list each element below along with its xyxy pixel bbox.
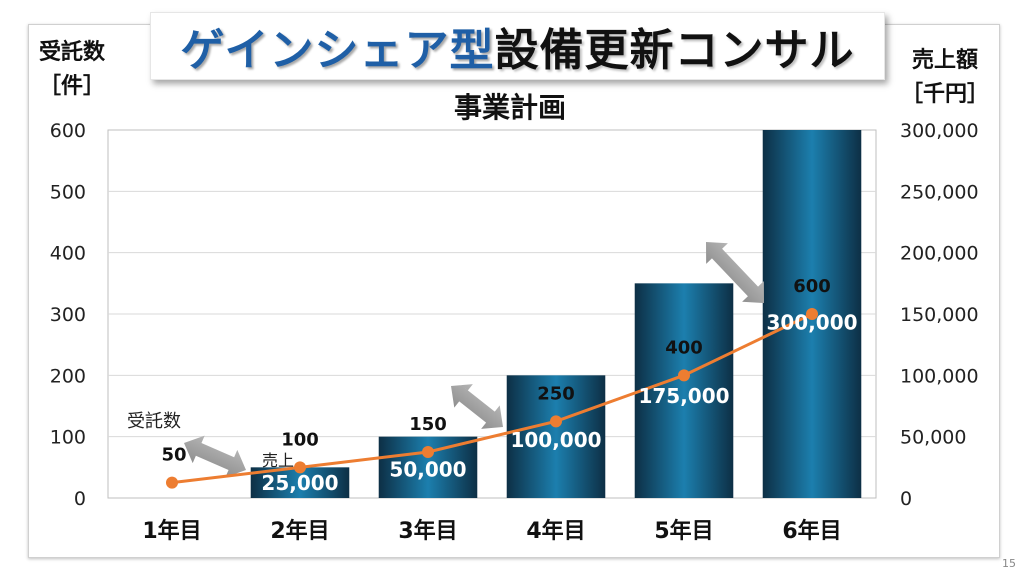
left-axis-title-line1: 受託数	[38, 40, 105, 65]
line-point	[422, 446, 434, 458]
chart-title: 事業計画	[453, 91, 566, 124]
x-axis-tick-label: 3年目	[398, 518, 457, 544]
line-data-label: 150	[409, 414, 447, 435]
slide-title: ゲインシェア型 設備更新コンサル	[150, 12, 885, 80]
line-series-annotation: 受託数	[127, 411, 181, 432]
left-axis-tick-label: 100	[50, 427, 86, 449]
right-axis-tick-label: 100,000	[900, 365, 979, 387]
slide-title-main: 設備更新コンサル	[494, 25, 855, 76]
line-series-path	[171, 312, 813, 485]
line-data-label: 400	[665, 337, 703, 358]
left-axis-tick-label: 300	[50, 304, 86, 326]
double-arrow-icon	[184, 435, 247, 478]
left-axis-title-line2: ［件］	[38, 74, 105, 99]
x-axis-tick-label: 4年目	[526, 518, 585, 544]
left-axis-tick-label: 600	[50, 120, 86, 142]
right-axis-title-line1: 売上額	[911, 48, 978, 73]
x-axis-tick-label: 2年目	[270, 518, 329, 544]
bar-data-label: 25,000	[261, 471, 338, 495]
right-axis-tick-label: 150,000	[900, 304, 979, 326]
line-point	[678, 369, 690, 382]
right-axis-tick-label: 0	[900, 488, 912, 510]
x-axis-tick-label: 6年目	[782, 518, 841, 544]
bar-data-label: 300,000	[766, 310, 857, 334]
bar-data-label: 100,000	[510, 428, 601, 452]
line-point	[806, 308, 818, 320]
double-arrow-icon	[706, 237, 764, 303]
line-point	[550, 415, 562, 428]
left-axis-tick-label: 400	[50, 243, 86, 265]
left-axis-tick-label: 200	[50, 365, 86, 387]
line-data-label: 100	[281, 429, 319, 450]
left-axis-tick-label: 0	[74, 488, 86, 510]
x-axis-tick-label: 5年目	[654, 518, 713, 544]
x-axis-tick-label: 1年目	[142, 518, 201, 544]
bar	[506, 375, 606, 498]
page-number: 15	[1002, 557, 1016, 570]
right-axis-tick-label: 50,000	[900, 427, 966, 449]
right-axis-title: 売上額 ［千円］	[895, 44, 995, 112]
bar-series-annotation: 売上	[262, 451, 294, 470]
right-axis-title-line2: ［千円］	[900, 82, 989, 107]
line-point	[294, 461, 306, 474]
right-axis-tick-label: 250,000	[900, 181, 979, 203]
line-data-label: 50	[161, 445, 186, 466]
bar-data-label: 50,000	[389, 458, 466, 482]
right-axis-tick-label: 300,000	[900, 120, 979, 142]
bar-data-label: 175,000	[638, 384, 729, 408]
left-axis-tick-label: 500	[50, 181, 86, 203]
right-axis-tick-label: 200,000	[900, 243, 979, 265]
slide-title-highlight: ゲインシェア型	[180, 25, 495, 76]
bar	[634, 283, 734, 498]
double-arrow-icon	[451, 380, 503, 429]
line-data-label: 250	[537, 383, 575, 404]
line-data-label: 600	[793, 276, 831, 297]
line-point	[166, 476, 178, 489]
left-axis-title: 受託数 ［件］	[32, 36, 112, 104]
